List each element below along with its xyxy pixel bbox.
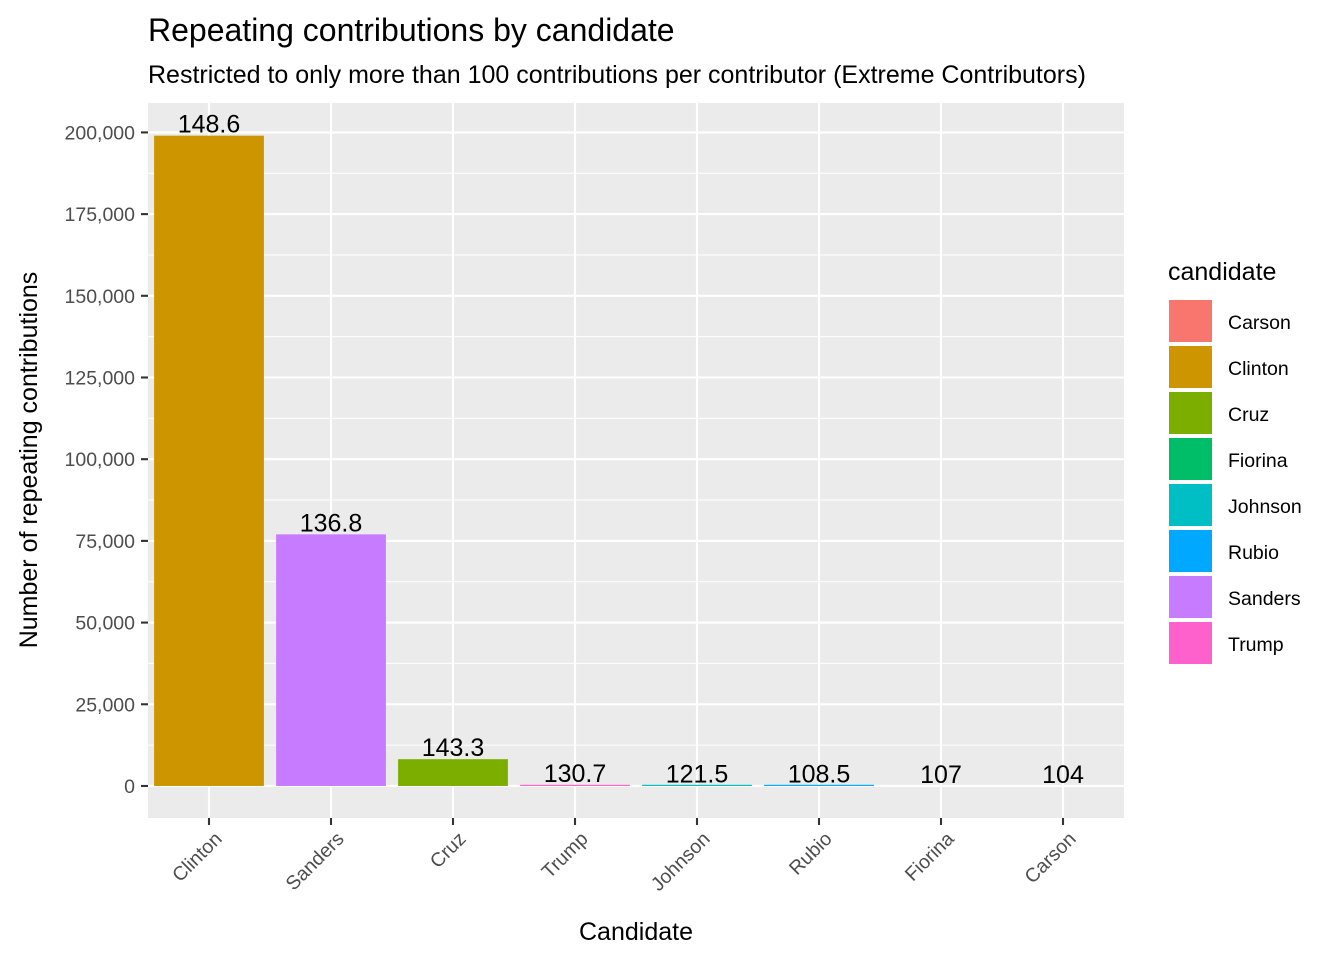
legend-label: Cruz xyxy=(1228,404,1269,426)
legend-key-trump xyxy=(1169,622,1212,664)
legend-title: candidate xyxy=(1168,258,1276,286)
legend-key-sanders xyxy=(1169,576,1212,618)
legend-label: Johnson xyxy=(1228,496,1302,518)
legend-key-johnson xyxy=(1169,484,1212,526)
x-tick-label: Carson xyxy=(1021,828,1081,888)
bar-value-label: 108.5 xyxy=(788,760,851,788)
bar-value-label: 136.8 xyxy=(300,509,363,537)
legend-key-clinton xyxy=(1169,346,1212,388)
bar-value-label: 148.6 xyxy=(178,111,241,139)
legend-key-cruz xyxy=(1169,392,1212,434)
bar-sanders xyxy=(276,534,386,786)
bar-value-label: 104 xyxy=(1042,761,1084,789)
x-tick-label: Rubio xyxy=(785,828,837,880)
x-axis-title: Candidate xyxy=(579,918,693,946)
legend-label: Trump xyxy=(1228,634,1284,656)
x-tick-label: Cruz xyxy=(426,828,471,873)
legend-items: Carson Clinton Cruz Fiorina Johnson Rubio Sand… xyxy=(1169,300,1302,664)
y-tick-label: 0 xyxy=(124,776,135,798)
bar-cruz xyxy=(398,759,508,786)
x-axis: Clinton Sanders Cruz Trump Johnson Rubio Fiori… xyxy=(168,818,1080,896)
x-tick-label: Fiorina xyxy=(901,828,959,886)
x-tick-label: Sanders xyxy=(282,828,349,895)
x-tick-label: Johnson xyxy=(647,828,715,896)
y-tick-label: 50,000 xyxy=(75,613,135,635)
legend-label: Clinton xyxy=(1228,358,1289,380)
y-axis-title: Number of repeating contributions xyxy=(15,272,43,649)
bar-value-label: 107 xyxy=(920,761,962,789)
legend-key-rubio xyxy=(1169,530,1212,572)
legend-key-fiorina xyxy=(1169,438,1212,480)
legend-label: Fiorina xyxy=(1228,450,1288,472)
legend: candidate Carson Clinton Cruz Fiorina Johnso… xyxy=(1168,258,1302,664)
y-tick-label: 125,000 xyxy=(65,367,136,389)
legend-label: Rubio xyxy=(1228,542,1279,564)
x-tick-label: Trump xyxy=(538,828,593,883)
bar-clinton xyxy=(154,136,264,786)
y-tick-label: 75,000 xyxy=(75,531,135,553)
legend-key-carson xyxy=(1169,300,1212,342)
bar-value-label: 121.5 xyxy=(666,760,729,788)
chart-subtitle: Restricted to only more than 100 contrib… xyxy=(148,61,1086,89)
legend-label: Carson xyxy=(1228,312,1291,334)
bar-value-label: 143.3 xyxy=(422,734,485,762)
chart-title: Repeating contributions by candidate xyxy=(148,12,675,48)
y-tick-label: 150,000 xyxy=(65,286,136,308)
y-axis: 0 25,000 50,000 75,000 100,000 125,000 150,000… xyxy=(65,122,149,798)
legend-label: Sanders xyxy=(1228,588,1301,610)
y-tick-label: 175,000 xyxy=(65,204,136,226)
y-tick-label: 25,000 xyxy=(75,694,135,716)
y-tick-label: 200,000 xyxy=(65,122,136,144)
x-tick-label: Clinton xyxy=(168,828,226,886)
y-tick-label: 100,000 xyxy=(65,449,136,471)
bar-value-label: 130.7 xyxy=(544,760,607,788)
